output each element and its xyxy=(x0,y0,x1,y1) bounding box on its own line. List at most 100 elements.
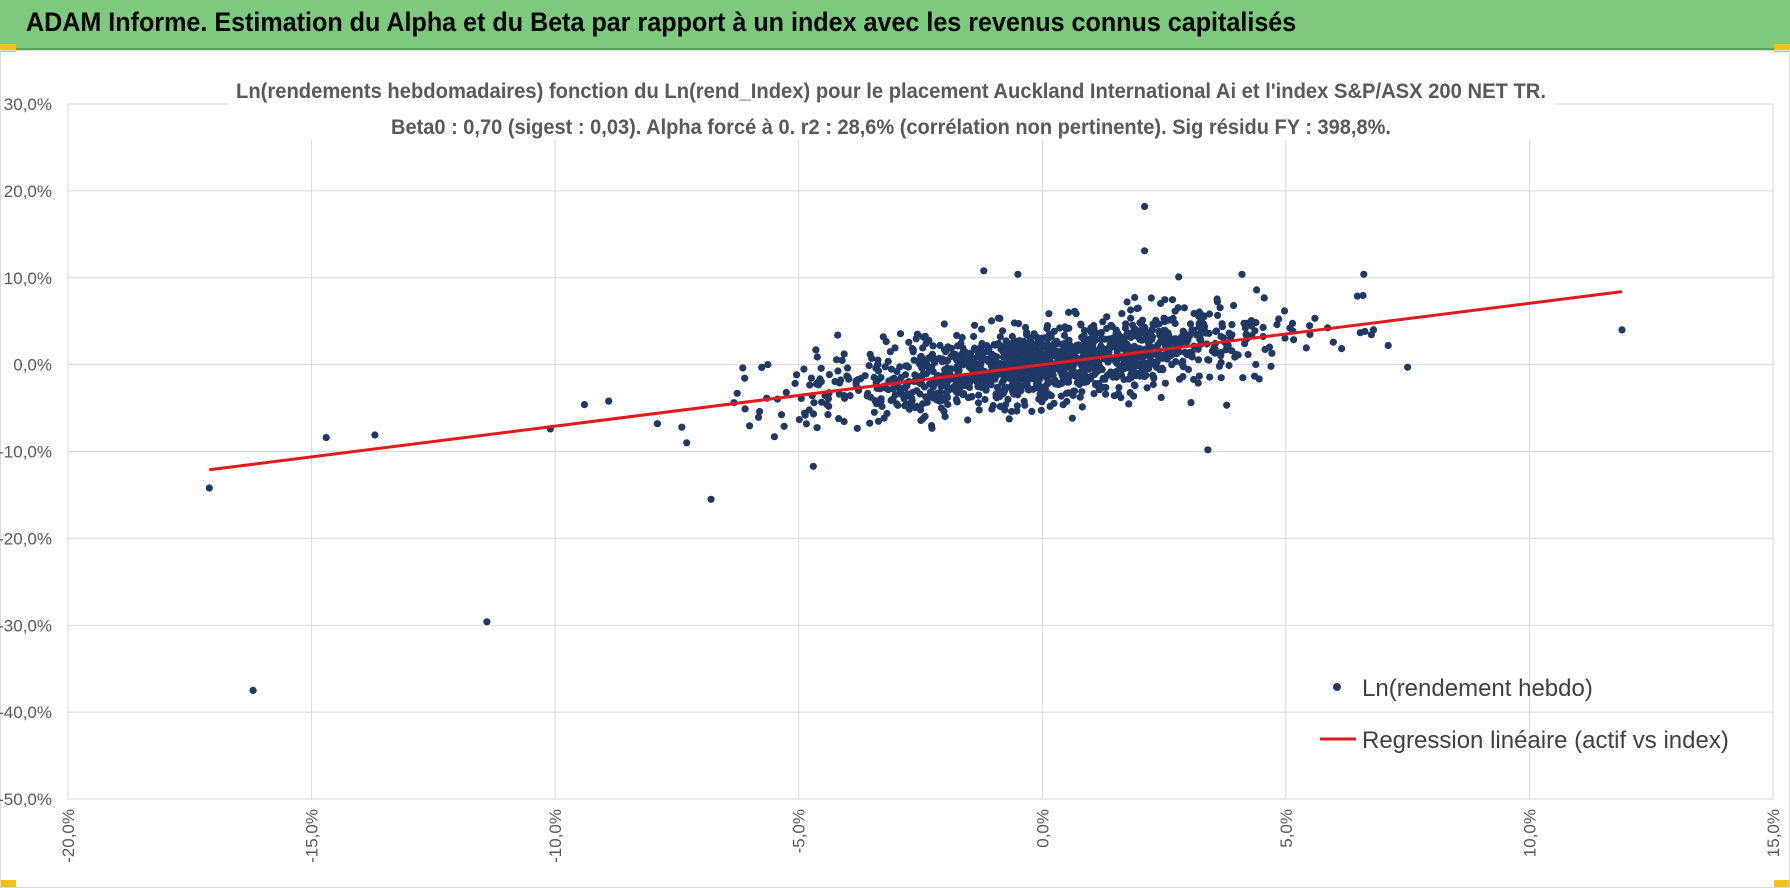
data-point xyxy=(884,357,892,365)
data-point xyxy=(841,394,849,402)
data-point xyxy=(883,409,891,418)
data-point xyxy=(1161,341,1169,349)
data-point xyxy=(1232,350,1240,358)
data-point xyxy=(1119,336,1127,344)
data-point xyxy=(1157,352,1165,360)
data-point xyxy=(1252,360,1260,369)
data-point xyxy=(994,314,1003,322)
data-point xyxy=(1190,309,1198,318)
data-point xyxy=(205,484,213,492)
data-point xyxy=(904,363,913,371)
data-point xyxy=(974,348,982,356)
data-point xyxy=(1143,384,1151,392)
data-point xyxy=(1290,336,1298,344)
data-point xyxy=(968,393,976,401)
data-point xyxy=(1359,291,1367,300)
data-point xyxy=(807,374,816,382)
data-point xyxy=(853,424,861,432)
data-point xyxy=(889,385,897,393)
data-point xyxy=(1329,338,1337,346)
data-point xyxy=(1217,374,1225,382)
data-point xyxy=(902,371,910,379)
data-point xyxy=(865,362,873,370)
legend-point-marker xyxy=(1333,683,1341,691)
data-point xyxy=(1110,356,1118,364)
data-point xyxy=(1124,345,1132,353)
data-point xyxy=(977,343,985,351)
data-point xyxy=(913,402,921,411)
data-point xyxy=(1034,340,1042,348)
data-point xyxy=(1219,334,1227,342)
data-point xyxy=(1194,356,1203,364)
data-point xyxy=(1129,321,1137,329)
data-point xyxy=(990,375,998,383)
data-point xyxy=(981,395,989,404)
corner-marker xyxy=(1774,44,1790,52)
data-point xyxy=(1206,373,1214,381)
data-point xyxy=(843,372,851,380)
data-point xyxy=(1013,407,1021,415)
data-point xyxy=(1036,347,1044,355)
data-point xyxy=(1154,341,1162,349)
data-point xyxy=(870,373,878,381)
data-point xyxy=(1098,345,1107,353)
data-point xyxy=(813,424,821,432)
data-point xyxy=(990,352,999,360)
data-point xyxy=(1104,344,1113,352)
data-point xyxy=(1038,398,1046,406)
data-point xyxy=(1075,380,1083,389)
data-point xyxy=(1007,407,1016,416)
data-point xyxy=(950,350,958,358)
data-point xyxy=(929,368,937,376)
data-point xyxy=(1168,361,1176,369)
data-point xyxy=(1194,345,1202,353)
data-point xyxy=(802,420,811,428)
data-point xyxy=(942,348,950,356)
data-point xyxy=(1141,202,1149,211)
data-point xyxy=(1260,294,1268,302)
data-point xyxy=(1059,340,1067,348)
data-point xyxy=(887,365,896,373)
data-point xyxy=(998,379,1006,387)
data-point xyxy=(975,391,983,399)
data-point xyxy=(990,341,998,349)
data-point xyxy=(1208,347,1216,355)
data-point xyxy=(707,495,715,503)
data-point xyxy=(1160,314,1168,322)
data-point xyxy=(833,356,841,364)
data-point xyxy=(1131,293,1139,302)
data-point xyxy=(1273,321,1281,329)
data-point xyxy=(971,321,979,329)
data-point xyxy=(920,383,929,391)
data-point xyxy=(1225,361,1233,370)
data-point xyxy=(975,406,983,414)
data-point xyxy=(1275,315,1283,323)
data-point xyxy=(1097,336,1105,344)
data-point xyxy=(580,401,589,409)
data-point xyxy=(889,395,897,403)
data-point xyxy=(1214,311,1222,319)
data-point xyxy=(936,341,944,350)
data-point xyxy=(956,383,964,391)
data-point xyxy=(758,363,766,371)
data-point xyxy=(1078,346,1086,354)
data-point xyxy=(923,398,931,406)
data-point xyxy=(746,422,754,430)
data-point xyxy=(879,333,887,341)
data-point xyxy=(1251,327,1259,335)
data-point xyxy=(1004,395,1012,404)
data-point xyxy=(1057,392,1065,400)
data-point xyxy=(901,383,909,391)
regression-layer xyxy=(209,290,1623,472)
data-point xyxy=(793,371,801,379)
data-point xyxy=(1186,348,1194,356)
data-point xyxy=(886,348,894,356)
data-point xyxy=(1099,318,1107,326)
data-point xyxy=(929,383,937,391)
data-point xyxy=(937,404,946,412)
data-point xyxy=(1086,335,1094,343)
data-point xyxy=(921,332,929,340)
data-point xyxy=(1311,314,1319,322)
data-point xyxy=(936,397,944,405)
data-point xyxy=(1179,357,1187,365)
